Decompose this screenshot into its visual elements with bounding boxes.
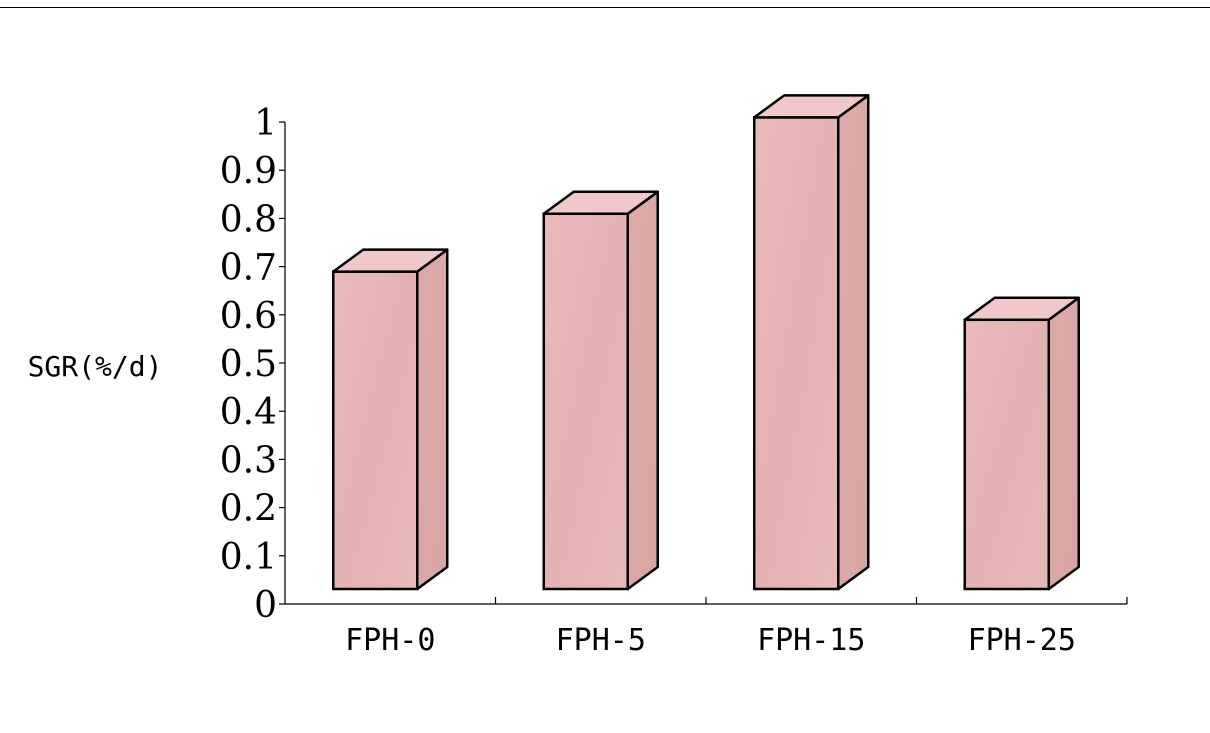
bar-fph-15 [753,94,870,591]
bars [332,94,1080,591]
bar-front-face [753,116,840,591]
y-tick-label: 0.7 [220,248,277,289]
bar-side-face [1047,296,1080,591]
bar-fph-25 [963,296,1080,591]
bar-top-face [332,248,449,273]
bar-side-face [837,94,870,591]
bar-front-face [332,270,419,591]
x-category-label: FPH-15 [757,623,865,658]
y-tick-label: 0.8 [220,199,277,240]
bar-side-face [626,190,659,591]
labels: 0 0.1 0.2 0.3 0.4 0.5 0.6 0.7 0.8 0.9 1 SGR(%/d) FPH… [28,103,1076,658]
bar-top-face [963,296,1080,322]
bar-side-face [416,248,449,591]
y-tick-label: 0.2 [220,489,277,530]
y-axis-title: SGR(%/d) [28,350,163,383]
axes [279,121,1128,605]
y-tick-label: 0.4 [220,392,277,433]
bar-front-face [963,318,1050,591]
bar-fph-0 [332,248,449,591]
y-tick-label: 0.9 [220,151,277,192]
y-tick-label: 0.3 [220,440,277,481]
y-tick-label: 0 [254,585,277,626]
x-category-label: FPH-25 [968,623,1076,658]
x-category-label: FPH-5 [556,623,646,658]
y-tick-label: 1 [254,103,277,144]
y-tick-label: 0.1 [220,537,277,578]
bar-fph-5 [542,190,659,591]
bar-top-face [542,190,659,216]
y-tick-label: 0.5 [220,344,277,385]
top-rule [0,7,1210,8]
bar-front-face [542,212,629,591]
y-tick-label: 0.6 [220,296,277,337]
x-category-label: FPH-0 [345,623,435,658]
bar-top-face [753,94,870,119]
